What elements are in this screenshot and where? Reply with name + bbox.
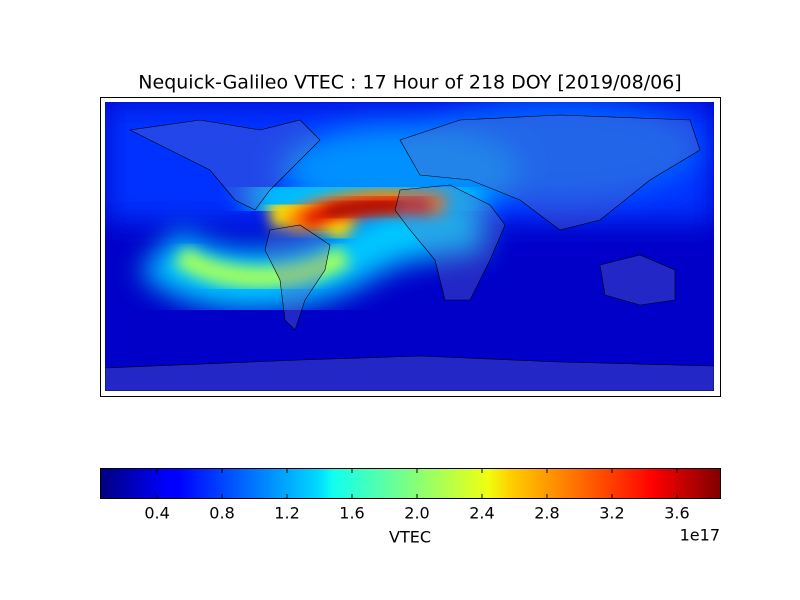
colorbar-offset: 1e17 xyxy=(680,526,720,545)
colorbar-tick-label: 3.2 xyxy=(599,504,624,523)
colorbar-tick-label: 0.8 xyxy=(209,504,234,523)
colorbar-tick-label: 3.6 xyxy=(664,504,689,523)
colorbar-tick-label: 2.8 xyxy=(534,504,559,523)
colorbar-tick-label: 2.4 xyxy=(469,504,494,523)
colorbar-tick-label: 2.0 xyxy=(404,504,429,523)
chart-title: Nequick-Galileo VTEC : 17 Hour of 218 DO… xyxy=(138,72,681,94)
colorbar-label: VTEC xyxy=(389,528,431,547)
colorbar xyxy=(100,468,721,499)
colorbar-tick-label: 1.6 xyxy=(339,504,364,523)
vtec-field xyxy=(105,102,714,391)
colorbar-tick-label: 0.4 xyxy=(144,504,169,523)
colorbar-tick-label: 1.2 xyxy=(274,504,299,523)
continents xyxy=(105,114,714,391)
